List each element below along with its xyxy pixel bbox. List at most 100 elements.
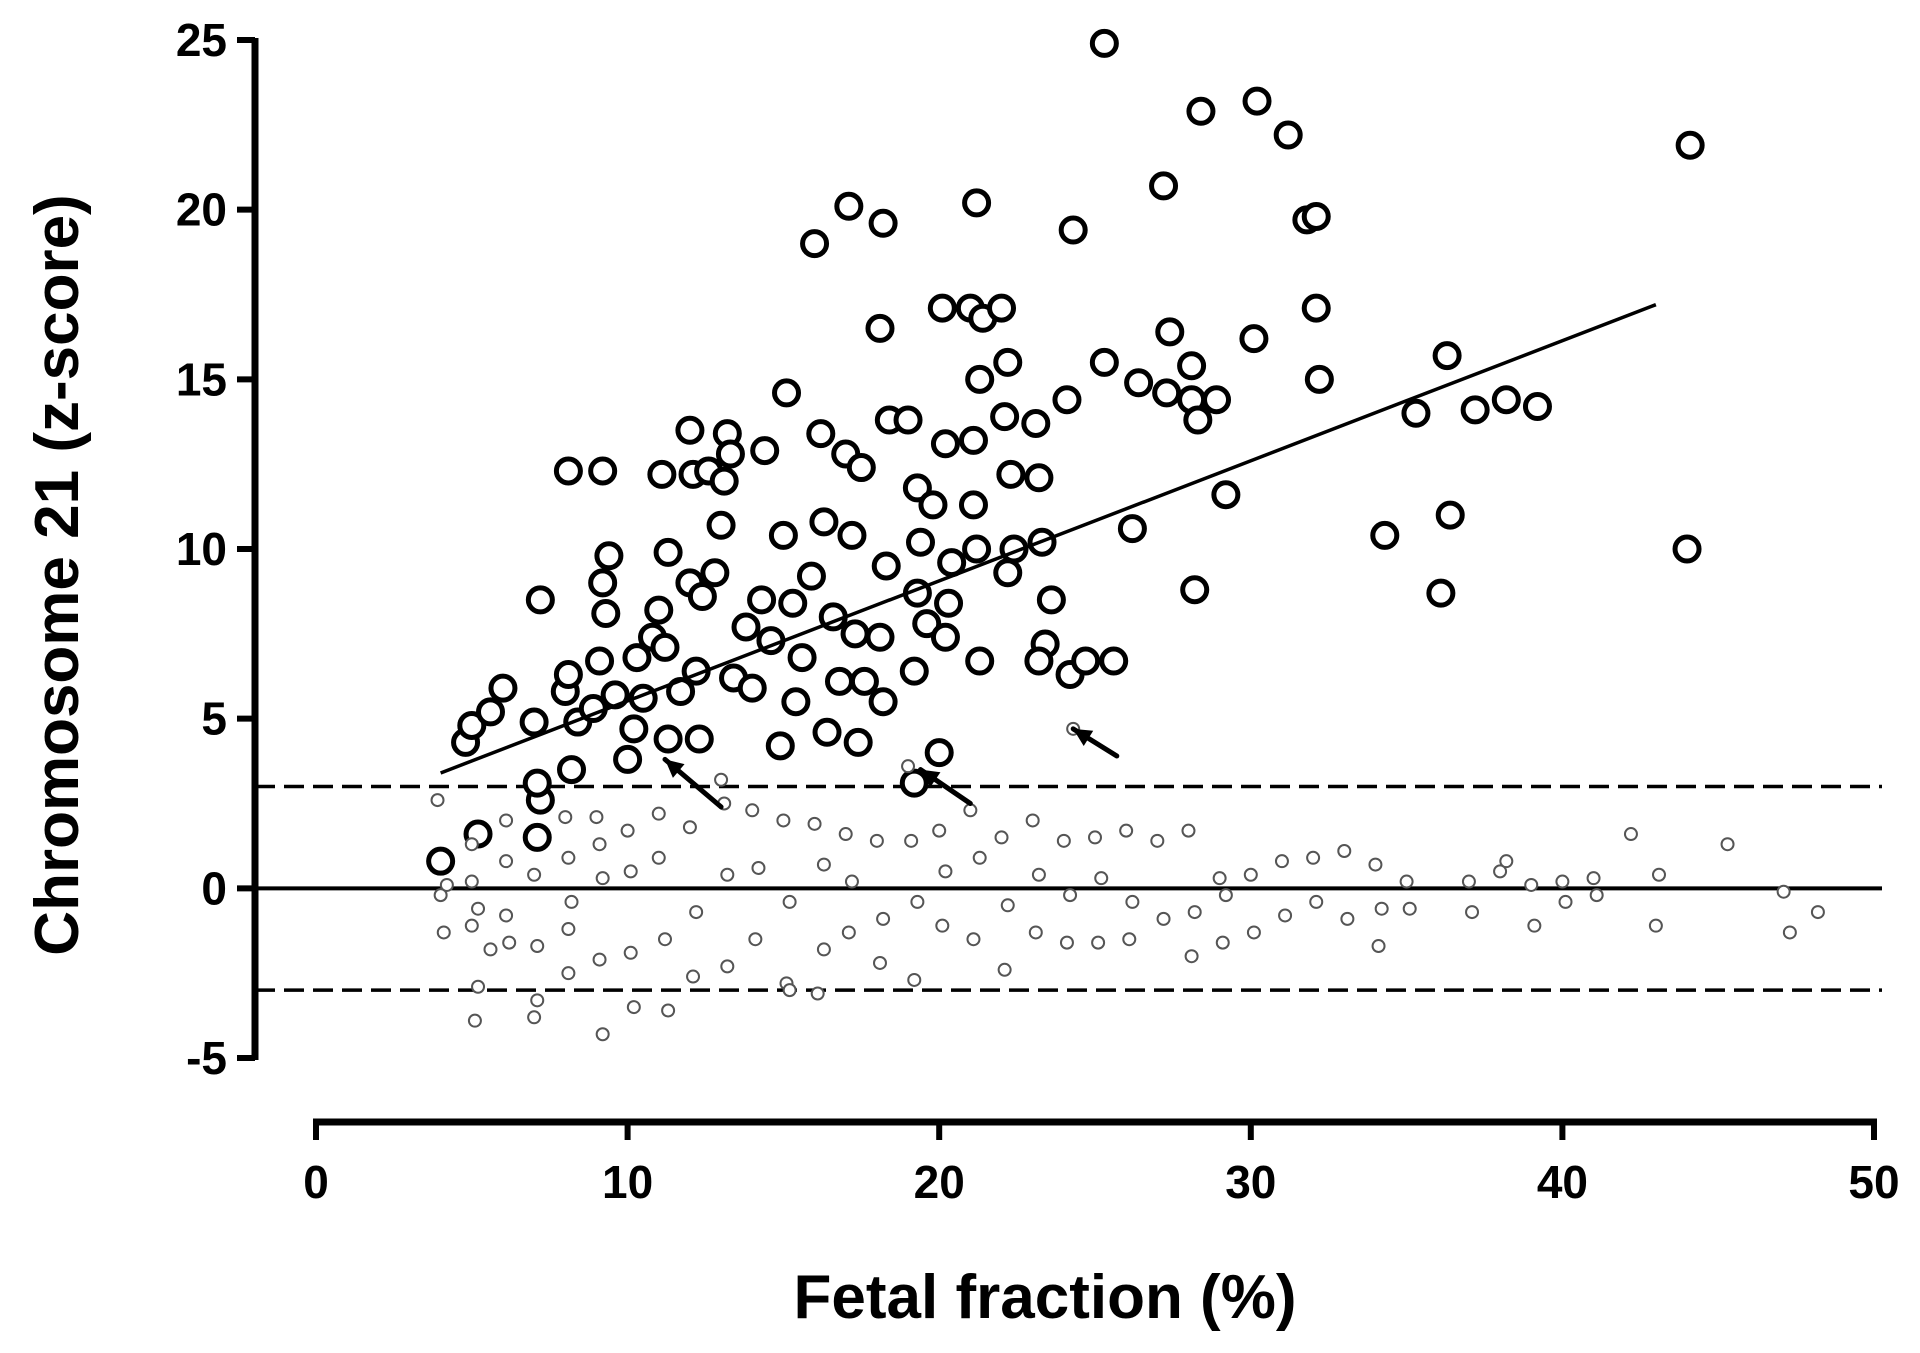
euploid-point	[595, 1027, 610, 1042]
trisomy-point	[958, 425, 988, 455]
euploid-point	[483, 942, 498, 957]
trisomy-point	[715, 439, 745, 469]
euploid-point	[530, 993, 545, 1008]
euploid-point	[838, 827, 853, 842]
trisomy-point	[557, 755, 587, 785]
euploid-point	[558, 810, 573, 825]
trisomy-point	[806, 419, 836, 449]
euploid-point	[623, 945, 638, 960]
euploid-point	[1243, 867, 1258, 882]
x-tick-label: 20	[914, 1156, 965, 1208]
trisomy-point	[824, 666, 854, 696]
euploid-point	[561, 966, 576, 981]
trisomy-point	[930, 429, 960, 459]
trisomy-point	[1304, 364, 1334, 394]
euploid-point	[1150, 833, 1165, 848]
euploid-point	[745, 803, 760, 818]
trisomy-point	[899, 768, 929, 798]
trisomy-point	[834, 191, 864, 221]
euploid-point	[430, 793, 445, 808]
trisomy-point	[768, 520, 798, 550]
trisomy-point	[522, 768, 552, 798]
y-tick-label: 20	[176, 184, 227, 236]
euploid-point	[1246, 925, 1261, 940]
trisomy-point	[1152, 378, 1182, 408]
euploid-point	[876, 911, 891, 926]
euploid-point	[1465, 905, 1480, 920]
trisomy-point	[1202, 385, 1232, 415]
trisomy-point	[553, 660, 583, 690]
trisomy-point	[457, 710, 487, 740]
euploid-point	[1059, 935, 1074, 950]
euploid-point	[1215, 935, 1230, 950]
trisomy-point	[1242, 86, 1272, 116]
euploid-point	[595, 871, 610, 886]
trisomy-point	[1117, 514, 1147, 544]
trisomy-point	[1239, 324, 1269, 354]
trisomy-point	[1149, 171, 1179, 201]
euploid-point	[499, 854, 514, 869]
x-axis: 0 10 20 30 40 50	[303, 1118, 1900, 1208]
euploid-point	[686, 969, 701, 984]
euploid-point	[1337, 844, 1352, 859]
euploid-point	[1031, 867, 1046, 882]
euploid-point	[651, 806, 666, 821]
x-tick-label: 10	[602, 1156, 653, 1208]
euploid-point	[1091, 935, 1106, 950]
euploid-point	[1651, 867, 1666, 882]
trisomy-point	[800, 229, 830, 259]
trisomy-point	[912, 609, 942, 639]
euploid-point	[1776, 884, 1791, 899]
trisomy-point	[1432, 341, 1462, 371]
euploid-point	[1218, 888, 1233, 903]
trend-line	[440, 303, 1657, 775]
trisomy-point	[1089, 347, 1119, 377]
euploid-point	[564, 894, 579, 909]
trisomy-point	[781, 687, 811, 717]
euploid-point	[1340, 911, 1355, 926]
trisomy-point	[1273, 120, 1303, 150]
euploid-point	[651, 850, 666, 865]
euploid-point	[464, 918, 479, 933]
trisomy-point	[765, 731, 795, 761]
euploid-point	[1589, 888, 1604, 903]
trisomy-point	[1460, 395, 1490, 425]
euploid-point	[1368, 857, 1383, 872]
x-tick-label: 30	[1225, 1156, 1276, 1208]
euploid-point	[1558, 894, 1573, 909]
y-tick-label: 10	[176, 523, 227, 575]
y-tick-label: 25	[176, 14, 227, 66]
trisomy-point	[924, 738, 954, 768]
euploid-point	[499, 908, 514, 923]
euploid-point	[782, 894, 797, 909]
euploid-point	[1309, 894, 1324, 909]
trisomy-point	[868, 208, 898, 238]
euploid-point	[436, 925, 451, 940]
trisomy-point	[778, 588, 808, 618]
euploid-point	[1278, 908, 1293, 923]
trisomy-point	[1021, 408, 1051, 438]
trisomy-point	[846, 453, 876, 483]
euploid-point	[816, 942, 831, 957]
trisomy-point	[1672, 534, 1702, 564]
trisomy-point	[1024, 463, 1054, 493]
euploid-point	[1063, 888, 1078, 903]
trisomy-point	[1186, 96, 1216, 126]
trisomy-point	[840, 619, 870, 649]
euploid-point	[1056, 833, 1071, 848]
trisomy-point	[750, 436, 780, 466]
pointer-arrow	[918, 767, 973, 806]
euploid-point	[464, 837, 479, 852]
y-axis: -5 0 5 10 15 20 25	[176, 14, 259, 1084]
trisomy-point	[1183, 405, 1213, 435]
trisomy-point	[843, 727, 873, 757]
trisomy-point	[1058, 215, 1088, 245]
euploid-point	[657, 932, 672, 947]
trisomy-point	[930, 622, 960, 652]
trisomy-point	[918, 490, 948, 520]
euploid-point	[807, 816, 822, 831]
euploid-point	[1094, 871, 1109, 886]
y-tick-label: 0	[201, 862, 227, 914]
euploid-point	[963, 803, 978, 818]
euploid-point	[966, 932, 981, 947]
